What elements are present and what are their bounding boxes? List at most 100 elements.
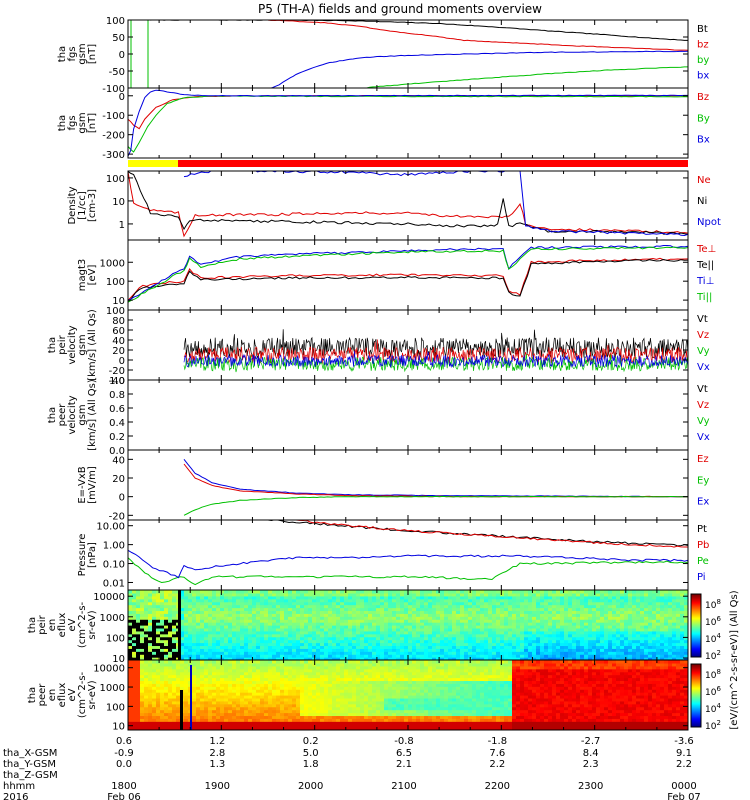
spectrogram-cell — [272, 648, 277, 652]
spectrogram-cell — [220, 648, 225, 652]
spectrogram-cell — [596, 619, 601, 623]
y-tick-label: 0.0 — [109, 446, 125, 457]
spectrogram-cell — [588, 610, 593, 614]
spectrogram-cell — [140, 721, 145, 725]
spectrogram-cell — [232, 715, 237, 719]
spectrogram-cell — [660, 630, 665, 635]
spectrogram-cell — [496, 607, 501, 612]
spectrogram-cell — [576, 633, 581, 638]
spectrogram-cell — [212, 636, 217, 641]
spectrogram-cell — [664, 619, 669, 623]
spectrogram-cell — [180, 648, 185, 652]
spectrogram-cell — [404, 642, 409, 647]
spectrogram-cell — [480, 601, 485, 606]
spectrogram-cell — [220, 616, 225, 620]
spectrogram-cell — [632, 645, 637, 649]
spectrogram-cell — [532, 610, 537, 614]
spectrogram-cell — [144, 712, 149, 717]
y-axis-label: [nT] — [87, 113, 98, 133]
spectrogram-cell — [576, 654, 581, 658]
y-axis-label: gsm — [77, 43, 88, 64]
spectrogram-cell — [260, 657, 265, 660]
spectrogram-cell — [572, 639, 577, 644]
spectrogram-cell — [480, 592, 485, 597]
spectrogram-cell — [148, 709, 153, 714]
spectrogram-cell — [192, 625, 197, 629]
spectrogram-cell — [428, 595, 433, 600]
spectrogram-cell — [232, 654, 237, 658]
spectrogram-cell — [180, 590, 185, 594]
spectrogram-cell — [572, 604, 577, 609]
spectrogram-cell — [404, 639, 409, 644]
spectrogram-cell — [440, 607, 445, 612]
spectrogram-cell — [504, 636, 509, 641]
spectrogram-cell — [516, 616, 521, 620]
spectrogram-cell — [336, 601, 341, 606]
spectrogram-cell — [136, 665, 141, 670]
spectrogram-cell — [216, 700, 221, 705]
spectrogram-cell — [580, 592, 585, 597]
spectrogram-cell — [304, 627, 309, 632]
spectrogram-cell — [228, 721, 233, 725]
spectrogram-cell — [184, 721, 189, 725]
spectrogram-cell — [256, 592, 261, 597]
spectrogram-cell — [324, 590, 329, 594]
spectrogram-cell — [604, 607, 609, 612]
spectrogram-cell — [240, 607, 245, 612]
spectrogram-cell — [152, 709, 157, 714]
spectrogram-cell — [632, 601, 637, 606]
spectrogram-cell — [608, 639, 613, 644]
spectrogram-cell — [276, 610, 281, 614]
spectrogram-cell — [212, 660, 217, 664]
spectrogram-cell — [588, 657, 593, 660]
spectrogram-cell — [540, 601, 545, 606]
spectrogram-cell — [372, 642, 377, 647]
spectrogram-cell — [188, 604, 193, 609]
spectrogram-cell — [492, 651, 497, 655]
spectrogram-cell — [228, 665, 233, 670]
spectrogram-cell — [300, 610, 305, 614]
spectrogram-cell — [580, 633, 585, 638]
spectrogram-cell — [252, 674, 257, 679]
spectrogram-cell — [280, 665, 285, 670]
spectrogram-cell — [184, 715, 189, 719]
spectrogram-cell — [156, 604, 161, 609]
spectrogram-cell — [576, 619, 581, 623]
spectrogram-cell — [260, 639, 265, 644]
spectrogram-cell — [556, 598, 561, 603]
spectrogram-cell — [312, 645, 317, 649]
spectrogram-cell — [276, 592, 281, 597]
spectrogram-cell — [204, 636, 209, 641]
spectrogram-cell — [416, 616, 421, 620]
spectrogram-cell — [132, 715, 137, 719]
series-Te⊥ — [128, 257, 688, 301]
spectrogram-cell — [264, 695, 269, 699]
spectrogram-cell — [300, 607, 305, 612]
spectrogram-cell — [156, 616, 161, 620]
spectrogram-cell — [464, 651, 469, 655]
spectrogram-cell — [132, 651, 137, 655]
spectrogram-cell — [676, 610, 681, 614]
spectrogram-cell — [352, 619, 357, 623]
spectrogram-cell — [648, 639, 653, 644]
spectrogram-cell — [232, 697, 237, 702]
spectrogram-cell — [456, 636, 461, 641]
spectrogram-cell — [224, 619, 229, 623]
spectrogram-cell — [592, 595, 597, 600]
spectrogram-cell — [156, 686, 161, 690]
spectrogram-cell — [264, 686, 269, 690]
spectrogram-cell — [480, 622, 485, 626]
spectrogram-cell — [212, 645, 217, 649]
spectrogram-cell — [160, 724, 165, 728]
y-tick-label: 100 — [106, 306, 125, 317]
spectrogram-cell — [364, 610, 369, 614]
spectrogram-cell — [344, 639, 349, 644]
spectrogram-cell — [128, 590, 133, 594]
spectrogram-cell — [228, 642, 233, 647]
spectrogram-cell — [588, 592, 593, 597]
spectrogram-cell — [684, 601, 688, 606]
spectrogram-cell — [516, 627, 521, 632]
spectrogram-cell — [240, 654, 245, 658]
spectrogram-cell — [160, 595, 165, 600]
